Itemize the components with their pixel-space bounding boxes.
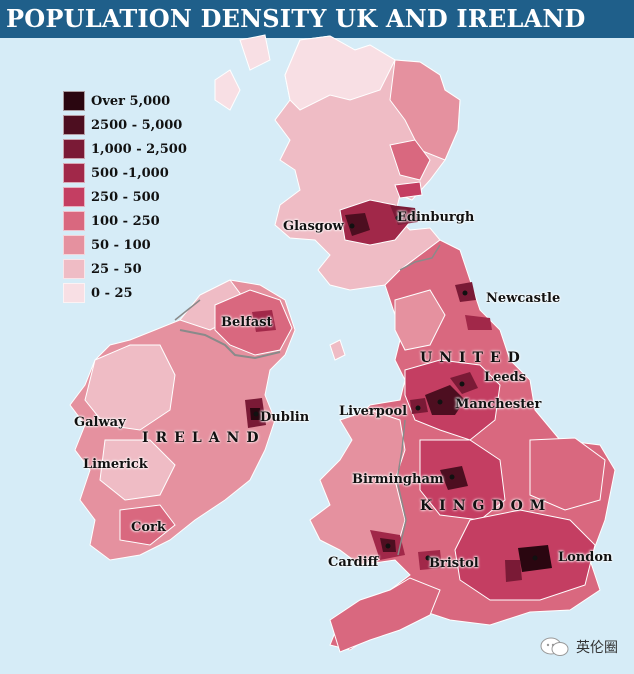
legend-swatch (63, 259, 85, 279)
label-newcastle: Newcastle (486, 291, 561, 306)
country-label-united: UNITED (420, 350, 527, 366)
marker-cardiff (385, 543, 391, 549)
legend-swatch (63, 115, 85, 135)
label-leeds: Leeds (484, 370, 527, 385)
legend-item: 0 - 25 (63, 283, 133, 303)
legend-swatch (63, 283, 85, 303)
marker-birmingham (449, 474, 455, 480)
chat-bubble-icon (540, 637, 569, 656)
region-ireland-island (69, 279, 296, 561)
legend-label: Over 5,000 (91, 93, 171, 109)
marker-newcastle (462, 290, 468, 296)
label-liverpool: Liverpool (339, 404, 408, 419)
label-manchester: Manchester (455, 397, 542, 412)
marker-bristol (425, 555, 431, 561)
label-glasgow: Glasgow (283, 219, 344, 234)
legend-item: 2500 - 5,000 (63, 115, 182, 135)
legend-item: 250 - 500 (63, 187, 160, 207)
legend-item: 100 - 250 (63, 211, 160, 231)
marker-leeds (459, 381, 465, 387)
label-belfast: Belfast (221, 315, 273, 330)
legend-swatch (63, 187, 85, 207)
legend-label: 500 -1,000 (91, 165, 169, 181)
legend-swatch (63, 139, 85, 159)
marker-dublin (253, 411, 259, 417)
watermark-text: 英伦圈 (576, 640, 618, 656)
watermark: 英伦圈 (540, 636, 618, 658)
region-scotland (214, 34, 461, 291)
label-edinburgh: Edinburgh (397, 210, 475, 225)
label-dublin: Dublin (260, 410, 310, 425)
legend-item: 500 -1,000 (63, 163, 169, 183)
legend-swatch (63, 91, 85, 111)
legend-label: 1,000 - 2,500 (91, 141, 187, 157)
label-galway: Galway (74, 415, 126, 430)
marker-edinburgh (395, 215, 401, 221)
label-cardiff: Cardiff (328, 555, 379, 570)
label-cork: Cork (131, 520, 166, 535)
legend-item: Over 5,000 (63, 91, 170, 111)
legend-label: 250 - 500 (91, 189, 160, 205)
label-limerick: Limerick (83, 457, 148, 472)
city-markers (253, 215, 538, 561)
map-title: POPULATION DENSITY UK AND IRELAND (6, 4, 586, 33)
country-label-ireland: IRELAND (142, 430, 266, 446)
marker-manchester (437, 399, 443, 405)
legend-swatch (63, 163, 85, 183)
legend-label: 50 - 100 (91, 237, 151, 253)
marker-london (532, 555, 538, 561)
country-label-kingdom: KINGDOM (420, 498, 553, 514)
marker-liverpool (415, 405, 421, 411)
legend-label: 25 - 50 (91, 261, 142, 277)
legend-item: 25 - 50 (63, 259, 142, 279)
legend-label: 100 - 250 (91, 213, 160, 229)
title-bar: POPULATION DENSITY UK AND IRELAND (0, 0, 634, 38)
label-birmingham: Birmingham (352, 472, 444, 487)
legend-label: 0 - 25 (91, 285, 133, 301)
legend-label: 2500 - 5,000 (91, 117, 183, 133)
label-bristol: Bristol (429, 556, 479, 571)
legend-item: 50 - 100 (63, 235, 151, 255)
legend-item: 1,000 - 2,500 (63, 139, 187, 159)
marker-belfast (259, 319, 265, 325)
region-england-wales (309, 239, 616, 653)
label-london: London (558, 550, 613, 565)
marker-glasgow (349, 223, 355, 229)
legend-swatch (63, 211, 85, 231)
legend-swatch (63, 235, 85, 255)
